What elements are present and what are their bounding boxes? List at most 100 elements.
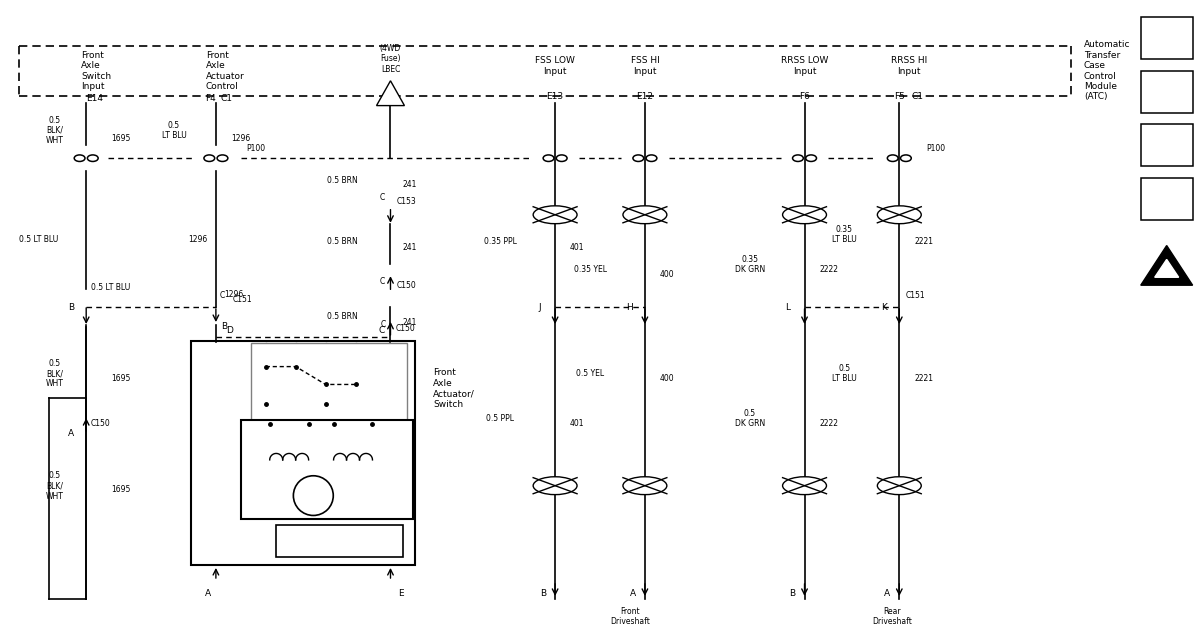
Ellipse shape — [204, 155, 215, 161]
Text: RRSS HI
Input: RRSS HI Input — [892, 56, 928, 76]
Text: C151: C151 — [233, 295, 252, 304]
Ellipse shape — [877, 206, 922, 224]
Text: L: L — [786, 302, 791, 312]
Text: 241: 241 — [402, 180, 416, 190]
Text: C: C — [378, 326, 384, 335]
Circle shape — [293, 476, 334, 515]
Text: S: S — [1174, 98, 1177, 103]
Text: FSS LOW
Input: FSS LOW Input — [535, 56, 575, 76]
Text: 0.5
LT BLU: 0.5 LT BLU — [162, 121, 186, 140]
Text: A: A — [205, 589, 211, 598]
Text: 0.5 BRN: 0.5 BRN — [328, 312, 358, 321]
Text: B: B — [790, 589, 796, 598]
FancyBboxPatch shape — [276, 525, 403, 557]
Text: 0.5
LT BLU: 0.5 LT BLU — [832, 364, 857, 383]
Ellipse shape — [544, 155, 554, 161]
Text: D: D — [226, 326, 233, 335]
Text: C151: C151 — [905, 290, 925, 300]
Text: K: K — [882, 302, 887, 312]
Polygon shape — [1141, 246, 1193, 285]
Text: C150: C150 — [396, 324, 415, 333]
Text: 1695: 1695 — [112, 374, 131, 383]
Text: 2222: 2222 — [820, 419, 839, 428]
Text: 0.35
LT BLU: 0.35 LT BLU — [832, 225, 857, 244]
FancyBboxPatch shape — [1141, 71, 1193, 113]
Text: C1: C1 — [221, 94, 233, 103]
Text: 400: 400 — [660, 374, 674, 383]
Text: E12: E12 — [636, 91, 653, 101]
FancyBboxPatch shape — [1141, 17, 1193, 59]
Text: 2222: 2222 — [820, 265, 839, 274]
Text: 1296: 1296 — [188, 235, 208, 244]
Text: 1296: 1296 — [230, 134, 250, 143]
Text: P100: P100 — [246, 144, 265, 152]
Text: A: A — [884, 589, 890, 598]
Text: B: B — [68, 302, 74, 312]
Text: Front
Driveshaft: Front Driveshaft — [610, 607, 650, 626]
FancyBboxPatch shape — [1141, 125, 1193, 166]
Text: O: O — [1177, 43, 1182, 48]
Text: 2221: 2221 — [914, 237, 934, 246]
Text: C: C — [1181, 54, 1184, 59]
Text: 0.5 BRN: 0.5 BRN — [328, 176, 358, 185]
FancyBboxPatch shape — [241, 420, 414, 519]
Text: 400: 400 — [660, 270, 674, 279]
Text: A: A — [68, 428, 74, 438]
Text: M: M — [308, 491, 318, 500]
Text: B: B — [540, 589, 546, 598]
Text: C: C — [220, 290, 226, 300]
Ellipse shape — [887, 155, 898, 161]
Ellipse shape — [646, 155, 656, 161]
FancyBboxPatch shape — [191, 341, 415, 565]
Text: Rear
Driveshaft: Rear Driveshaft — [872, 607, 912, 626]
Text: C150: C150 — [90, 419, 110, 428]
Ellipse shape — [623, 477, 667, 495]
Ellipse shape — [88, 155, 98, 161]
Polygon shape — [377, 81, 404, 106]
Ellipse shape — [632, 155, 643, 161]
Text: 401: 401 — [570, 243, 584, 252]
Ellipse shape — [792, 155, 803, 161]
Ellipse shape — [74, 155, 85, 161]
Text: E14: E14 — [86, 94, 103, 103]
Text: Front
Axle
Actuator
Control: Front Axle Actuator Control — [206, 51, 245, 91]
Text: C: C — [379, 277, 384, 286]
Ellipse shape — [782, 477, 827, 495]
Ellipse shape — [805, 155, 816, 161]
Text: F6: F6 — [799, 91, 810, 101]
Text: C1: C1 — [911, 91, 923, 101]
Text: 1296: 1296 — [224, 290, 244, 299]
Text: 241: 241 — [402, 243, 416, 252]
Text: 0.35
DK GRN: 0.35 DK GRN — [734, 255, 764, 274]
Text: L: L — [1150, 33, 1156, 43]
Text: 0.5 YEL: 0.5 YEL — [576, 369, 604, 378]
Text: E: E — [1170, 89, 1174, 94]
FancyBboxPatch shape — [1141, 178, 1193, 220]
Ellipse shape — [533, 477, 577, 495]
Text: 1695: 1695 — [112, 134, 131, 143]
Text: Solid State: Solid State — [314, 537, 365, 546]
Text: (4WD
Fuse)
LBEC: (4WD Fuse) LBEC — [380, 44, 401, 74]
Text: Front
Axle
Switch
Input: Front Axle Switch Input — [82, 51, 112, 91]
Text: B: B — [221, 323, 227, 331]
Text: Automatic
Transfer
Case
Control
Module
(ATC): Automatic Transfer Case Control Module (… — [1084, 40, 1130, 101]
Text: C: C — [380, 321, 385, 329]
Text: D: D — [1147, 87, 1156, 96]
Text: J: J — [539, 302, 541, 312]
Text: 2221: 2221 — [914, 374, 934, 383]
Text: 241: 241 — [402, 318, 416, 328]
Text: C: C — [379, 193, 384, 202]
Text: C150: C150 — [396, 281, 416, 290]
Text: Front
Axle
Actuator/
Switch: Front Axle Actuator/ Switch — [433, 369, 475, 408]
Text: 401: 401 — [570, 419, 584, 428]
Text: 0.5 LT BLU: 0.5 LT BLU — [19, 235, 59, 244]
Text: 0.35 PPL: 0.35 PPL — [484, 237, 517, 246]
Text: P100: P100 — [926, 144, 946, 152]
Text: E: E — [397, 589, 403, 598]
Text: E13: E13 — [546, 91, 564, 101]
Ellipse shape — [533, 206, 577, 224]
Text: F5: F5 — [894, 91, 905, 101]
Polygon shape — [1154, 260, 1178, 277]
Ellipse shape — [782, 206, 827, 224]
Text: 0.35 YEL: 0.35 YEL — [574, 265, 606, 274]
